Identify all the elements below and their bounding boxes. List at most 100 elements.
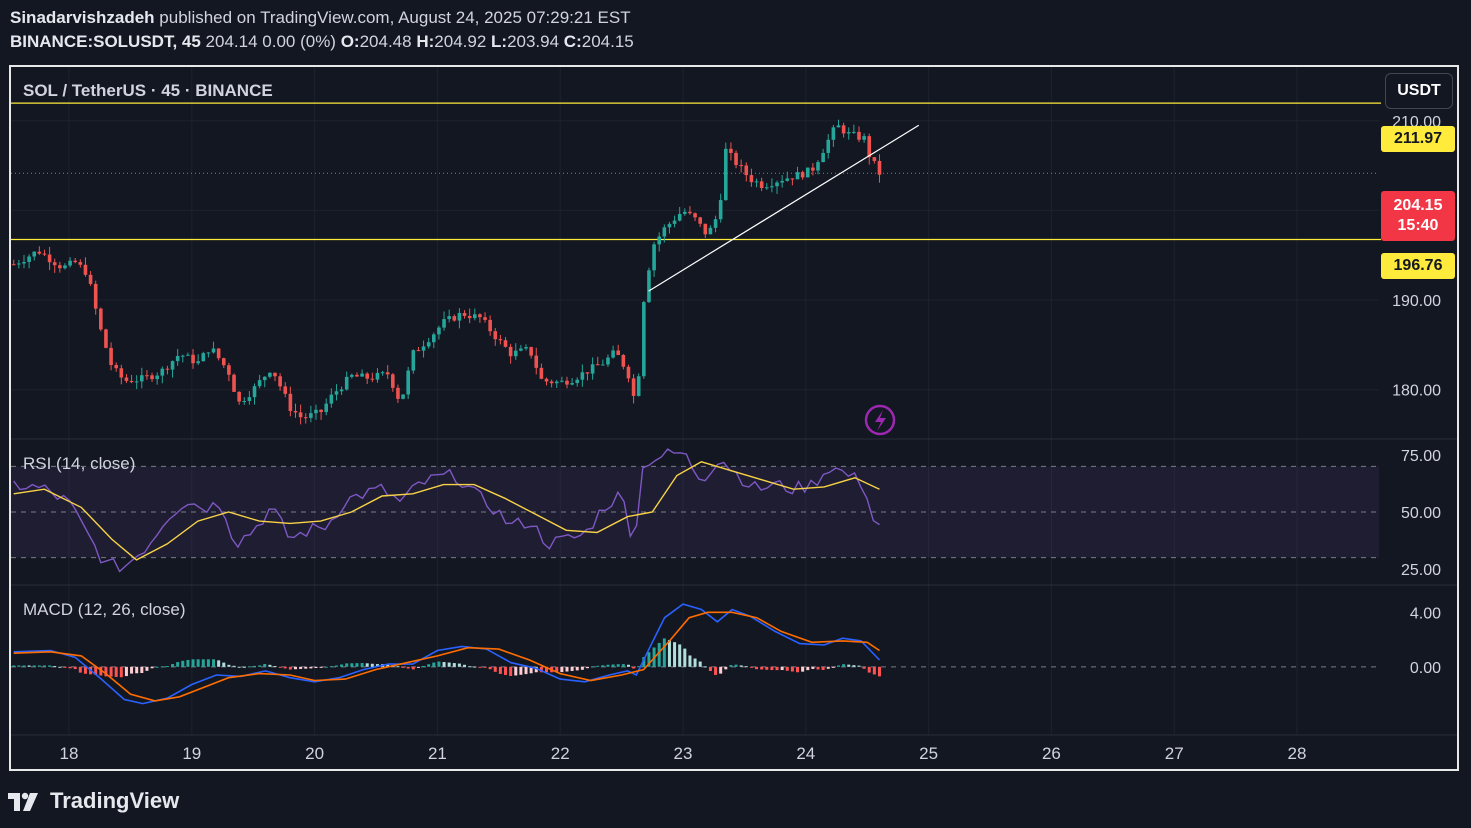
macd-histogram-bar bbox=[263, 664, 267, 667]
macd-histogram-bar bbox=[104, 666, 108, 677]
symbol-interval: BINANCE:SOLUSDT, 45 bbox=[10, 32, 201, 51]
candle-body bbox=[355, 374, 359, 377]
x-tick-label: 18 bbox=[60, 744, 79, 763]
candle-body bbox=[391, 374, 395, 388]
symbol-legend[interactable]: SOL / TetherUS · 45 · BINANCE bbox=[23, 81, 273, 100]
high-label: H: bbox=[416, 32, 435, 51]
macd-histogram-bar bbox=[688, 655, 692, 667]
trendline bbox=[648, 124, 920, 292]
macd-histogram-bar bbox=[181, 660, 185, 667]
candle-body bbox=[58, 265, 62, 269]
candle-body bbox=[800, 172, 805, 178]
macd-histogram-bar bbox=[283, 666, 287, 669]
macd-histogram-bar bbox=[176, 662, 180, 667]
chart-canvas[interactable]: 1819202122232425262728180.00190.00200.00… bbox=[11, 67, 1457, 769]
macd-histogram-bar bbox=[673, 642, 677, 667]
candle-body bbox=[831, 127, 836, 140]
macd-histogram-bar bbox=[524, 666, 528, 675]
macd-histogram-bar bbox=[329, 666, 333, 668]
candle-body bbox=[636, 376, 641, 396]
macd-histogram-bar bbox=[32, 665, 36, 667]
candle-body bbox=[11, 264, 16, 266]
chart-frame[interactable]: 1819202122232425262728180.00190.00200.00… bbox=[9, 65, 1459, 771]
macd-histogram-bar bbox=[171, 664, 175, 667]
macd-histogram-bar bbox=[816, 666, 820, 670]
macd-histogram-bar bbox=[309, 666, 313, 669]
price-axis-tick: 190.00 bbox=[1392, 293, 1441, 310]
x-tick-label: 25 bbox=[919, 744, 938, 763]
macd-histogram-bar bbox=[63, 666, 67, 668]
macd-histogram-bar bbox=[42, 665, 46, 667]
candle-body bbox=[52, 262, 57, 266]
macd-legend[interactable]: MACD (12, 26, close) bbox=[23, 600, 186, 619]
candle-body bbox=[32, 251, 37, 257]
rsi-legend[interactable]: RSI (14, close) bbox=[23, 454, 136, 473]
candle-body bbox=[288, 393, 293, 411]
candle-body bbox=[268, 372, 272, 377]
candle-body bbox=[180, 355, 185, 357]
macd-histogram-bar bbox=[703, 666, 707, 668]
candle-body bbox=[647, 270, 651, 303]
low-label: L: bbox=[491, 32, 508, 51]
macd-histogram-bar bbox=[258, 665, 262, 667]
macd-histogram-bar bbox=[683, 648, 687, 667]
macd-histogram-bar bbox=[806, 666, 810, 671]
macd-histogram-bar bbox=[483, 666, 487, 668]
candle-body bbox=[841, 125, 846, 134]
candle-body bbox=[462, 312, 467, 316]
candle-body bbox=[580, 372, 585, 380]
footer-brand: TradingView bbox=[50, 788, 180, 813]
close-value: 204.15 bbox=[581, 32, 634, 51]
candle-body bbox=[718, 200, 723, 220]
candle-body bbox=[513, 350, 518, 357]
macd-histogram-bar bbox=[447, 662, 451, 667]
author-name[interactable]: Sinadarvishzadeh bbox=[10, 8, 155, 27]
candle-body bbox=[442, 319, 446, 328]
macd-histogram-bar bbox=[273, 666, 277, 668]
candle-body bbox=[836, 125, 841, 128]
macd-histogram-bar bbox=[186, 659, 190, 667]
candle-body bbox=[590, 364, 595, 374]
chart-header: Sinadarvishzadeh published on TradingVie… bbox=[10, 6, 634, 54]
macd-histogram-bar bbox=[227, 664, 231, 667]
macd-histogram-bar bbox=[457, 663, 461, 667]
candle-body bbox=[257, 380, 262, 387]
candle-body bbox=[319, 409, 323, 413]
candle-body bbox=[519, 348, 523, 351]
candle-body bbox=[247, 397, 252, 402]
candle-body bbox=[252, 386, 257, 398]
low-value: 203.94 bbox=[507, 32, 560, 51]
candle-body bbox=[360, 373, 364, 377]
candle-body bbox=[683, 211, 687, 214]
macd-histogram-bar bbox=[355, 663, 359, 667]
candle-body bbox=[334, 391, 339, 395]
candle-body bbox=[626, 366, 631, 379]
macd-histogram-bar bbox=[212, 659, 216, 667]
candle-body bbox=[411, 350, 416, 371]
macd-histogram-bar bbox=[739, 665, 743, 667]
macd-histogram-bar bbox=[545, 666, 549, 673]
candle-body bbox=[401, 394, 405, 399]
macd-histogram-bar bbox=[432, 662, 436, 667]
macd-histogram-bar bbox=[314, 666, 318, 669]
macd-histogram-bar bbox=[585, 666, 589, 669]
macd-histogram-bar bbox=[155, 666, 159, 668]
candle-body bbox=[780, 180, 784, 183]
macd-histogram-bar bbox=[299, 666, 303, 669]
candle-body bbox=[775, 182, 779, 187]
candle-body bbox=[211, 348, 216, 353]
candle-body bbox=[544, 378, 549, 382]
macd-histogram-bar bbox=[796, 666, 800, 673]
candle-body bbox=[785, 178, 790, 181]
candle-body bbox=[380, 372, 385, 374]
macd-histogram-bar bbox=[350, 663, 354, 667]
macd-histogram-bar bbox=[621, 664, 625, 667]
tradingview-logo-icon bbox=[8, 792, 38, 811]
candle-body bbox=[570, 383, 574, 385]
candle-body bbox=[47, 254, 52, 263]
candle-body bbox=[104, 329, 108, 348]
candle-body bbox=[145, 375, 149, 377]
currency-button[interactable]: USDT bbox=[1385, 73, 1453, 109]
candle-body bbox=[160, 368, 165, 376]
macd-histogram-bar bbox=[575, 666, 579, 671]
